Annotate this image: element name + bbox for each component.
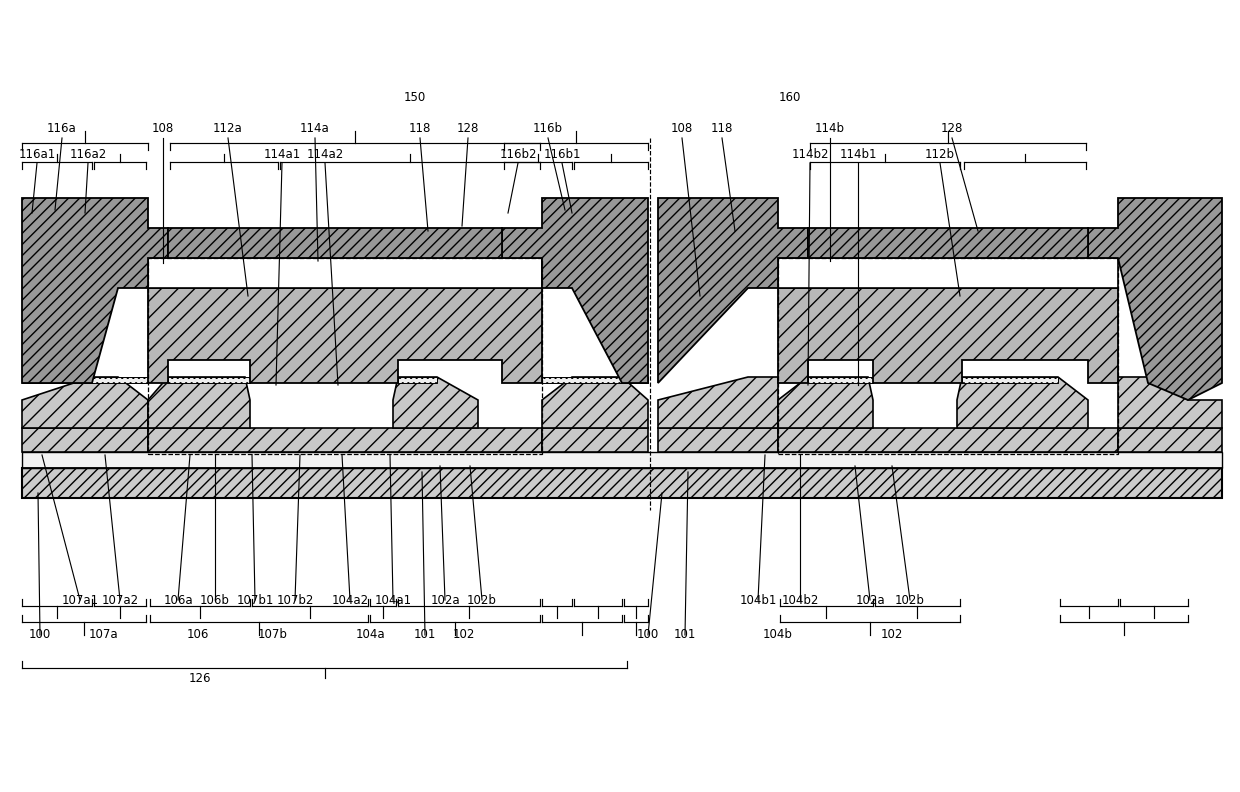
- Bar: [777, 428, 1118, 452]
- Text: 107a: 107a: [88, 629, 118, 642]
- Text: 114b: 114b: [815, 121, 844, 135]
- Text: 160: 160: [779, 90, 801, 104]
- Bar: [808, 377, 873, 383]
- Text: 107a1: 107a1: [62, 593, 98, 607]
- Text: 100: 100: [29, 629, 51, 642]
- Polygon shape: [658, 198, 808, 383]
- Polygon shape: [148, 288, 542, 383]
- Text: 102b: 102b: [895, 593, 925, 607]
- Text: 107a2: 107a2: [102, 593, 139, 607]
- Text: 100: 100: [637, 629, 660, 642]
- Text: 102b: 102b: [467, 593, 497, 607]
- Text: 102a: 102a: [430, 593, 460, 607]
- Text: 104a1: 104a1: [374, 593, 412, 607]
- Text: 116b2: 116b2: [500, 147, 537, 161]
- Polygon shape: [658, 377, 777, 428]
- Text: 104b2: 104b2: [781, 593, 818, 607]
- Text: 128: 128: [456, 121, 479, 135]
- Polygon shape: [148, 377, 250, 428]
- Text: 114b2: 114b2: [791, 147, 828, 161]
- Polygon shape: [393, 377, 477, 428]
- Bar: [22, 468, 1221, 498]
- Text: 104b: 104b: [763, 629, 792, 642]
- Text: 102: 102: [880, 629, 903, 642]
- Bar: [542, 428, 649, 452]
- Text: 108: 108: [671, 121, 693, 135]
- Text: 114b1: 114b1: [839, 147, 877, 161]
- Polygon shape: [957, 377, 1087, 428]
- Bar: [22, 377, 148, 383]
- Bar: [1118, 428, 1221, 452]
- Text: 101: 101: [673, 629, 696, 642]
- Text: 104b1: 104b1: [739, 593, 776, 607]
- Text: 116b: 116b: [533, 121, 563, 135]
- Polygon shape: [1087, 198, 1221, 400]
- Polygon shape: [502, 198, 649, 383]
- Text: 128: 128: [941, 121, 963, 135]
- Text: 101: 101: [414, 629, 436, 642]
- Text: 107b2: 107b2: [277, 593, 314, 607]
- Bar: [167, 228, 502, 258]
- Bar: [398, 377, 436, 383]
- Bar: [148, 258, 542, 288]
- Text: 114a: 114a: [300, 121, 330, 135]
- Polygon shape: [1118, 377, 1221, 428]
- Text: 104a2: 104a2: [331, 593, 368, 607]
- Polygon shape: [777, 377, 873, 428]
- Text: 108: 108: [151, 121, 174, 135]
- Bar: [148, 258, 542, 454]
- Text: 106a: 106a: [164, 593, 192, 607]
- Bar: [542, 377, 649, 383]
- Bar: [22, 452, 1221, 468]
- Text: 118: 118: [409, 121, 432, 135]
- Text: 126: 126: [188, 672, 211, 684]
- Bar: [777, 258, 1118, 288]
- Text: 107b1: 107b1: [237, 593, 274, 607]
- Text: 114a2: 114a2: [306, 147, 343, 161]
- Bar: [658, 428, 777, 452]
- Text: 112a: 112a: [213, 121, 243, 135]
- Text: 114a1: 114a1: [263, 147, 300, 161]
- Bar: [962, 377, 1058, 383]
- Text: 106: 106: [187, 629, 210, 642]
- Polygon shape: [22, 377, 148, 428]
- Polygon shape: [777, 288, 1118, 383]
- Text: 116a1: 116a1: [19, 147, 56, 161]
- Text: 150: 150: [404, 90, 427, 104]
- Bar: [167, 377, 250, 383]
- Text: 102: 102: [453, 629, 475, 642]
- Text: 116a2: 116a2: [69, 147, 107, 161]
- Polygon shape: [22, 198, 167, 383]
- Text: 118: 118: [711, 121, 733, 135]
- Bar: [777, 258, 1118, 454]
- Text: 116a: 116a: [47, 121, 77, 135]
- Bar: [148, 428, 542, 452]
- Text: 112b: 112b: [925, 147, 955, 161]
- Bar: [22, 428, 148, 452]
- Text: 104a: 104a: [355, 629, 384, 642]
- Text: 116b1: 116b1: [543, 147, 580, 161]
- Text: 106b: 106b: [200, 593, 229, 607]
- Text: 102a: 102a: [856, 593, 885, 607]
- Polygon shape: [542, 377, 649, 428]
- Text: 107b: 107b: [258, 629, 288, 642]
- Bar: [808, 228, 1087, 258]
